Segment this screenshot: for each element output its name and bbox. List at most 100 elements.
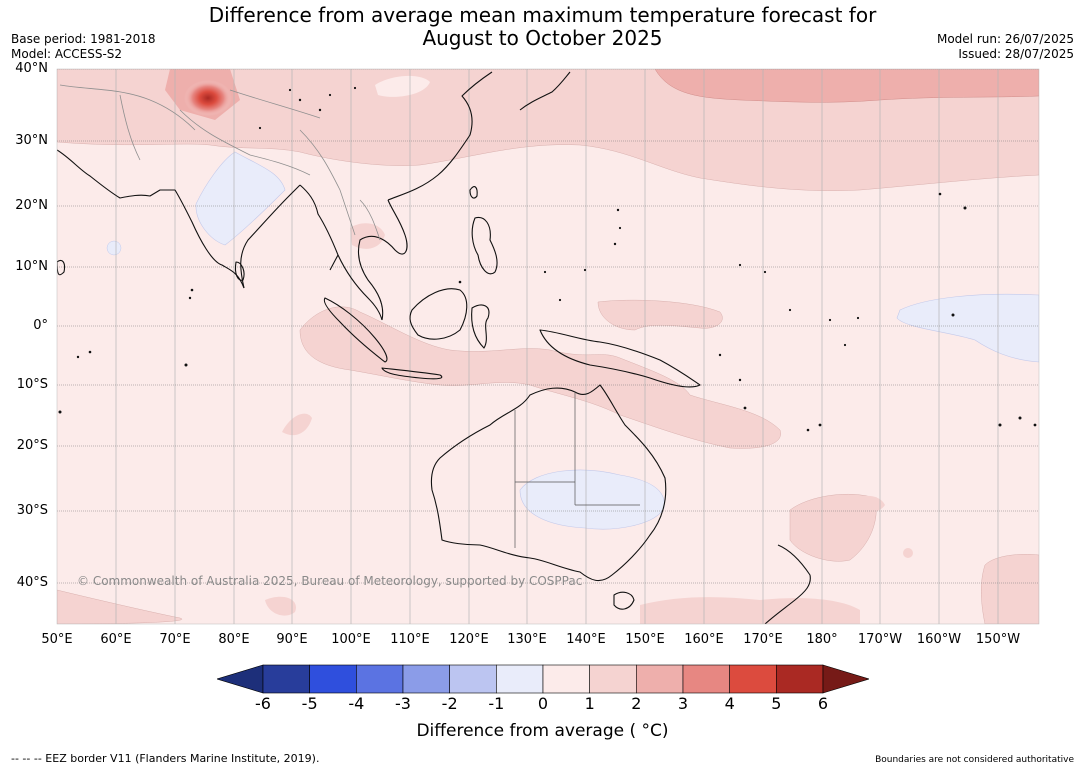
lon-tick-60e: 60°E [100,632,132,647]
colorbar-tick-label: 3 [677,694,689,713]
model-label: Model: ACCESS-S2 [11,47,123,61]
lon-tick-120e: 120°E [449,632,489,647]
australia-state-borders [514,392,640,548]
latitude-lines [57,69,1039,584]
base-period-label: Base period: 1981-2018 [11,32,156,46]
anomaly-western-pacific-warm [597,299,723,331]
lon-tick-50e: 50°E [41,632,73,647]
coast-new-zealand [764,544,811,624]
colorbar-cell [729,664,777,694]
anomaly-far-southeast-warm [981,554,1039,624]
colorbar-cell [496,664,544,694]
coast-sulawesi [471,304,490,349]
coast-new-guinea [539,329,701,388]
lat-tick-40s: 40°S [16,575,48,590]
colorbar-tick-label: -2 [441,694,458,713]
lat-tick-10n: 10°N [15,259,48,274]
country-borders [59,84,381,241]
colorbar-tick-label: -5 [301,694,318,713]
coast-india [240,184,301,289]
coast-taiwan [469,186,478,199]
colorbar-tick-label: 6 [817,694,829,713]
anomaly-india-cool [195,151,286,246]
lon-tick-140e: 140°E [566,632,606,647]
colorbar-cell [262,664,310,694]
anomaly-central-asia-pocket [375,75,430,97]
lon-tick-170e: 170°E [743,632,783,647]
colorbar-tick-label: 0 [537,694,549,713]
colorbar-cell [356,664,404,694]
coast-java [381,367,443,380]
coast-tasmania [613,591,635,610]
colorbar-cells [262,664,824,694]
coast-sri-lanka [234,261,245,281]
colorbar-tick-label: 4 [724,694,735,713]
lon-tick-90e: 90°E [276,632,308,647]
anomaly-small-warm-spot [903,548,913,558]
coast-myanmar [299,184,339,271]
copyright-notice: © Commonwealth of Australia 2025, Bureau… [77,574,583,588]
model-run-label: Model run: 26/07/2025 [936,32,1074,46]
colorbar-tick-label: -4 [348,694,365,713]
boundary-disclaimer: Boundaries are not considered authoritat… [875,755,1074,765]
coast-africa-horn [57,259,66,276]
lon-tick-180: 180° [806,632,838,647]
chart-title: Difference from average mean maximum tem… [0,4,1085,50]
lat-tick-30s: 30°S [16,503,48,518]
lon-tick-160w: 160°W [916,632,962,647]
lon-tick-160e: 160°E [684,632,724,647]
coast-philippines [471,216,498,275]
lon-tick-150w: 150°W [975,632,1021,647]
colorbar-cell [542,664,590,694]
lon-tick-70e: 70°E [159,632,191,647]
anomaly-north-pacific-patch [654,69,1039,103]
colorbar-tick-label: 5 [771,694,782,713]
title-line-2: August to October 2025 [422,26,663,50]
colorbar-cell [682,664,730,694]
anomaly-east-pacific-cool [896,293,1039,363]
lon-tick-110e: 110°E [390,632,430,647]
meta-left: Base period: 1981-2018 Model: ACCESS-S2 [11,32,156,62]
coast-malay-peninsula [337,254,383,321]
anomaly-southwest-indian-ocean-warm [282,413,312,436]
small-islands [58,86,1037,432]
lat-tick-20n: 20°N [15,198,48,213]
lon-tick-80e: 80°E [218,632,250,647]
lon-tick-150e: 150°E [625,632,665,647]
map-frame [56,68,1040,625]
anomaly-indian-ocean-warm [299,306,781,449]
anomaly-south-pacific-warm [855,495,885,512]
coast-china [387,71,493,201]
colorbar-low-extend [217,664,264,694]
colorbar-title: Difference from average ( °C) [416,721,669,741]
lon-tick-170w: 170°W [857,632,903,647]
anomaly-himalaya-hotspot [184,80,232,116]
colorbar-tick-label: 1 [584,694,595,713]
colorbar-tick-label: 2 [631,694,642,713]
coastlines [57,71,811,624]
coast-australia [430,384,667,582]
anomaly-arabian-sea-cool [106,240,122,256]
coast-indochina [357,199,408,321]
lat-tick-20s: 20°S [16,438,48,453]
issued-label: Issued: 28/07/2025 [958,47,1074,61]
lat-tick-30n: 30°N [15,133,48,148]
colorbar-tick-label: -1 [488,694,505,713]
colorbar-cell [589,664,637,694]
coast-japan [519,71,571,111]
anomaly-southern-ocean-warm [265,596,296,616]
lon-tick-130e: 130°E [507,632,547,647]
title-line-1: Difference from average mean maximum tem… [208,3,877,27]
colorbar-high-extend [822,664,869,694]
colorbar-cell [636,664,684,694]
map-panel [56,68,1040,625]
lat-tick-40n: 40°N [15,61,48,76]
meta-right: Model run: 26/07/2025 Issued: 28/07/2025 [937,32,1074,62]
lat-tick-10s: 10°S [16,377,48,392]
coast-sumatra [323,297,388,363]
colorbar-tick-label: -6 [255,694,271,713]
colorbar [217,664,869,694]
colorbar-cell [449,664,497,694]
coast-borneo [409,288,468,340]
colorbar-cell [402,664,450,694]
